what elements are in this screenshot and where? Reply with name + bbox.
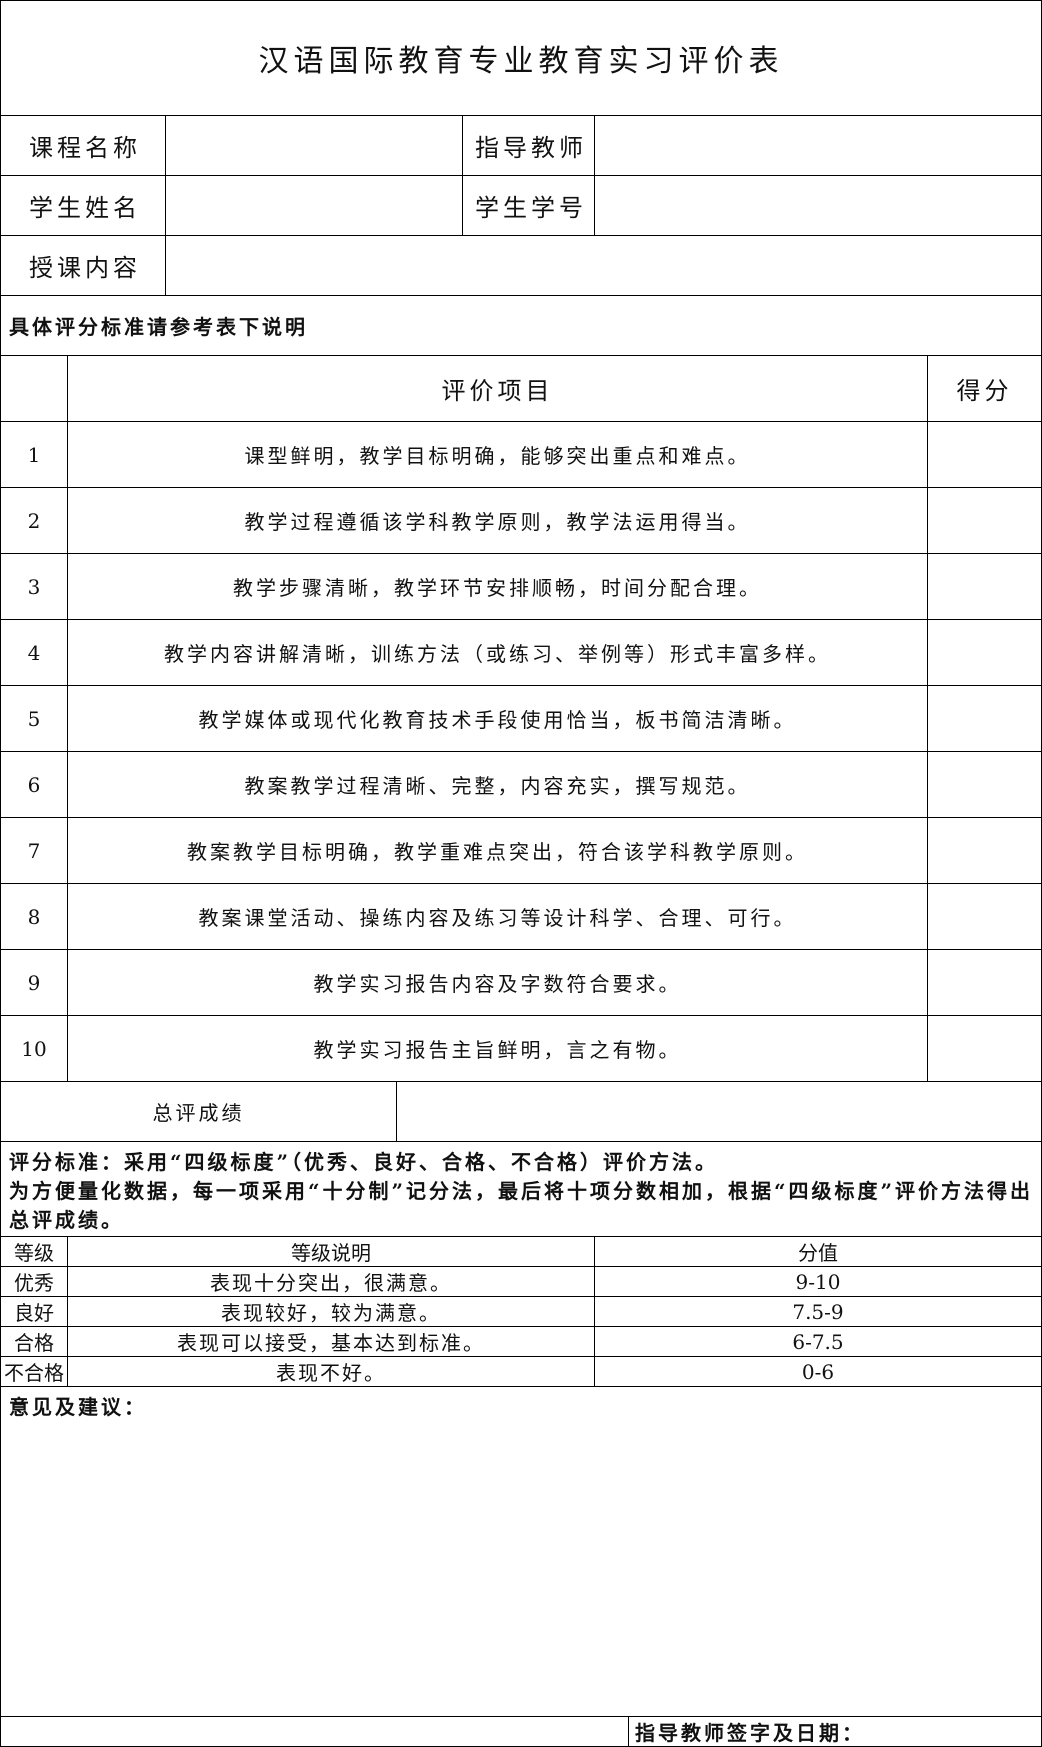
grade-level: 优秀 [0,1266,68,1297]
grade-header-level: 等级 [0,1236,68,1267]
item-text: 课型鲜明，教学目标明确，能够突出重点和难点。 [67,421,928,488]
item-number: 7 [0,817,68,884]
item-score-field[interactable] [927,619,1042,686]
grade-level: 良好 [0,1296,68,1327]
item-text: 教学实习报告内容及字数符合要求。 [67,949,928,1016]
item-score-field[interactable] [927,1015,1042,1082]
item-score-field[interactable] [927,949,1042,1016]
item-text: 教学内容讲解清晰，训练方法（或练习、举例等）形式丰富多样。 [67,619,928,686]
header-item: 评价项目 [67,355,928,422]
item-score-field[interactable] [927,685,1042,752]
grade-desc: 表现不好。 [67,1356,595,1387]
item-number: 5 [0,685,68,752]
item-text: 教学过程遵循该学科教学原则，教学法运用得当。 [67,487,928,554]
item-number: 3 [0,553,68,620]
course-field[interactable] [165,115,463,176]
item-number: 8 [0,883,68,950]
item-score-field[interactable] [927,553,1042,620]
grade-value: 6-7.5 [594,1326,1042,1357]
item-score-field[interactable] [927,883,1042,950]
grade-desc: 表现十分突出，很满意。 [67,1266,595,1297]
course-label: 课程名称 [0,115,166,176]
grade-value: 0-6 [594,1356,1042,1387]
student-id-label: 学生学号 [462,175,595,236]
content-label: 授课内容 [0,235,166,296]
grade-header-value: 分值 [594,1236,1042,1267]
header-score: 得分 [927,355,1042,422]
item-text: 教案教学目标明确，教学重难点突出，符合该学科教学原则。 [67,817,928,884]
item-text: 教学媒体或现代化教育技术手段使用恰当，板书简洁清晰。 [67,685,928,752]
opinion-box[interactable]: 意见及建议： [0,1386,1042,1717]
item-number: 6 [0,751,68,818]
grade-level: 不合格 [0,1356,68,1387]
page-title: 汉语国际教育专业教育实习评价表 [0,0,1042,116]
header-no [0,355,68,422]
student-id-field[interactable] [594,175,1042,236]
item-number: 10 [0,1015,68,1082]
criteria-line2: 为方便量化数据，每一项采用“十分制”记分法，最后将十项分数相加，根据“四级标度”… [9,1179,1034,1232]
criteria-line1: 评分标准：采用“四级标度”（优秀、良好、合格、不合格）评价方法。 [9,1150,719,1174]
teacher-field[interactable] [594,115,1042,176]
content-field[interactable] [165,235,1042,296]
opinion-label: 意见及建议： [9,1395,147,1419]
criteria: 评分标准：采用“四级标度”（优秀、良好、合格、不合格）评价方法。 为方便量化数据… [0,1141,1042,1237]
item-number: 2 [0,487,68,554]
item-text: 教案教学过程清晰、完整，内容充实，撰写规范。 [67,751,928,818]
grade-header-desc: 等级说明 [67,1236,595,1267]
item-number: 4 [0,619,68,686]
grade-value: 7.5-9 [594,1296,1042,1327]
item-text: 教学步骤清晰，教学环节安排顺畅，时间分配合理。 [67,553,928,620]
student-name-label: 学生姓名 [0,175,166,236]
item-score-field[interactable] [927,487,1042,554]
grade-level: 合格 [0,1326,68,1357]
item-score-field[interactable] [927,421,1042,488]
item-number: 1 [0,421,68,488]
student-name-field[interactable] [165,175,463,236]
item-text: 教学实习报告主旨鲜明，言之有物。 [67,1015,928,1082]
item-score-field[interactable] [927,751,1042,818]
note: 具体评分标准请参考表下说明 [0,295,1042,356]
grade-desc: 表现较好，较为满意。 [67,1296,595,1327]
grade-value: 9-10 [594,1266,1042,1297]
total-field[interactable] [396,1081,1042,1142]
signature-blank [0,1716,629,1747]
total-label: 总评成绩 [0,1081,397,1142]
teacher-label: 指导教师 [462,115,595,176]
grade-desc: 表现可以接受，基本达到标准。 [67,1326,595,1357]
signature-label: 指导教师签字及日期： [628,1716,1042,1747]
item-number: 9 [0,949,68,1016]
item-score-field[interactable] [927,817,1042,884]
item-text: 教案课堂活动、操练内容及练习等设计科学、合理、可行。 [67,883,928,950]
